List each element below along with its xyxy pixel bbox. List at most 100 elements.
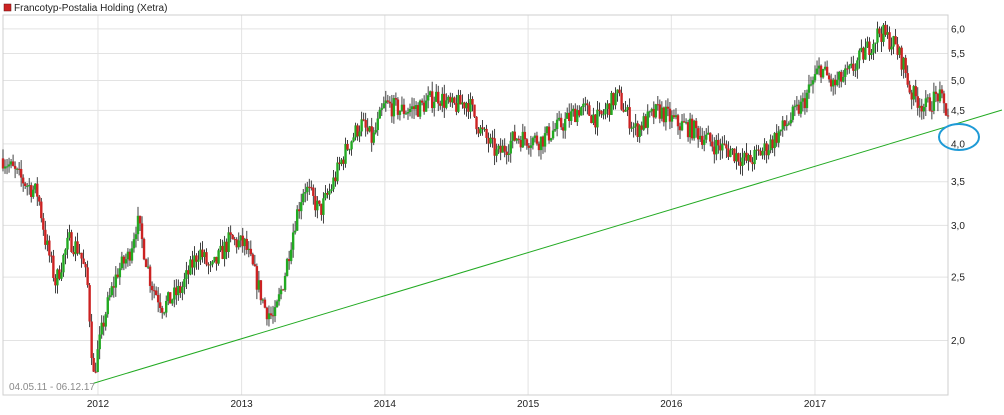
candle-body <box>148 266 152 286</box>
candle-body <box>455 103 458 112</box>
candle-body <box>308 186 311 188</box>
candle-body <box>372 132 375 143</box>
candle-body <box>68 232 71 238</box>
candle-body <box>535 135 539 144</box>
candle-body <box>580 107 583 116</box>
candle-body <box>80 252 83 259</box>
candle-body <box>453 97 456 104</box>
candle-body <box>140 223 144 240</box>
candle-body <box>809 84 813 86</box>
candle-body <box>483 128 486 130</box>
candle-body <box>765 143 768 156</box>
candle-body <box>396 99 400 115</box>
candle-body <box>926 97 930 99</box>
candle-body <box>382 103 386 109</box>
candle-body <box>92 357 95 372</box>
candle-body <box>787 123 791 125</box>
candle-body <box>896 44 899 55</box>
candle-body <box>267 313 271 320</box>
candle-body <box>205 252 208 265</box>
candle-body <box>257 280 261 290</box>
candle-body <box>735 153 738 162</box>
candle-body <box>3 166 7 169</box>
candle-body <box>618 89 621 93</box>
candle-body <box>380 108 384 110</box>
candle-body <box>817 65 821 69</box>
candle-body <box>848 65 851 69</box>
candle-body <box>547 126 551 141</box>
candle-body <box>888 32 891 50</box>
candle-body <box>713 146 716 155</box>
candle-body <box>235 239 238 248</box>
candle-body <box>799 101 803 114</box>
candle-body <box>32 189 35 197</box>
candle-body <box>479 127 482 134</box>
candle-body <box>723 143 726 145</box>
candle-body <box>491 137 494 139</box>
candle-body <box>646 111 649 128</box>
x-tick-label: 2017 <box>804 399 827 410</box>
candle-body <box>493 138 496 156</box>
candle-body <box>58 269 61 279</box>
candle-body <box>84 263 87 268</box>
candle-body <box>322 198 325 215</box>
candle-body <box>352 137 355 142</box>
candle-body <box>539 136 543 151</box>
candle-body <box>336 162 339 182</box>
candle-body <box>430 91 434 109</box>
candle-body <box>112 286 116 288</box>
candle-body <box>1 158 5 169</box>
candle-body <box>432 101 436 109</box>
candle-body <box>386 100 390 102</box>
candle-body <box>624 110 627 112</box>
candle-body <box>475 116 478 130</box>
candle-body <box>912 86 915 100</box>
candle-body <box>501 145 504 153</box>
candle-body <box>672 115 676 118</box>
candle-body <box>338 162 341 165</box>
candle-body <box>823 66 827 69</box>
candle-body <box>227 232 230 253</box>
candle-body <box>62 254 65 273</box>
candle-body <box>567 112 571 121</box>
candle-body <box>686 122 690 138</box>
candle-body <box>918 105 921 108</box>
candle-body <box>813 74 817 81</box>
candle-body <box>660 107 664 119</box>
candle-body <box>265 307 269 320</box>
candle-body <box>74 241 77 255</box>
candle-body <box>543 133 547 147</box>
candle-body <box>390 103 394 117</box>
candle-body <box>497 145 500 150</box>
candle-body <box>324 192 327 199</box>
candle-body <box>821 68 825 78</box>
y-tick-label: 5,0 <box>951 76 965 87</box>
candle-body <box>582 103 585 108</box>
candle-body <box>797 104 801 114</box>
candle-body <box>495 149 498 156</box>
candle-body <box>106 297 109 315</box>
candle-body <box>50 255 53 257</box>
candle-body <box>449 96 452 103</box>
plot-area <box>3 15 948 395</box>
candle-body <box>846 68 849 70</box>
candle-body <box>783 120 786 127</box>
candle-body <box>402 104 406 115</box>
candle-body <box>844 68 847 77</box>
candle-body <box>17 168 21 170</box>
candle-body <box>916 96 919 108</box>
candle-body <box>283 275 287 290</box>
candle-body <box>682 121 686 123</box>
candle-body <box>160 307 164 313</box>
candle-body <box>531 138 535 146</box>
candle-body <box>72 252 75 255</box>
candle-body <box>852 63 855 71</box>
candle-body <box>60 272 63 279</box>
candle-body <box>439 103 442 106</box>
candle-body <box>928 97 932 111</box>
candle-body <box>312 187 315 196</box>
candle-body <box>946 115 950 117</box>
candle-body <box>416 105 420 117</box>
candle-body <box>632 126 635 128</box>
